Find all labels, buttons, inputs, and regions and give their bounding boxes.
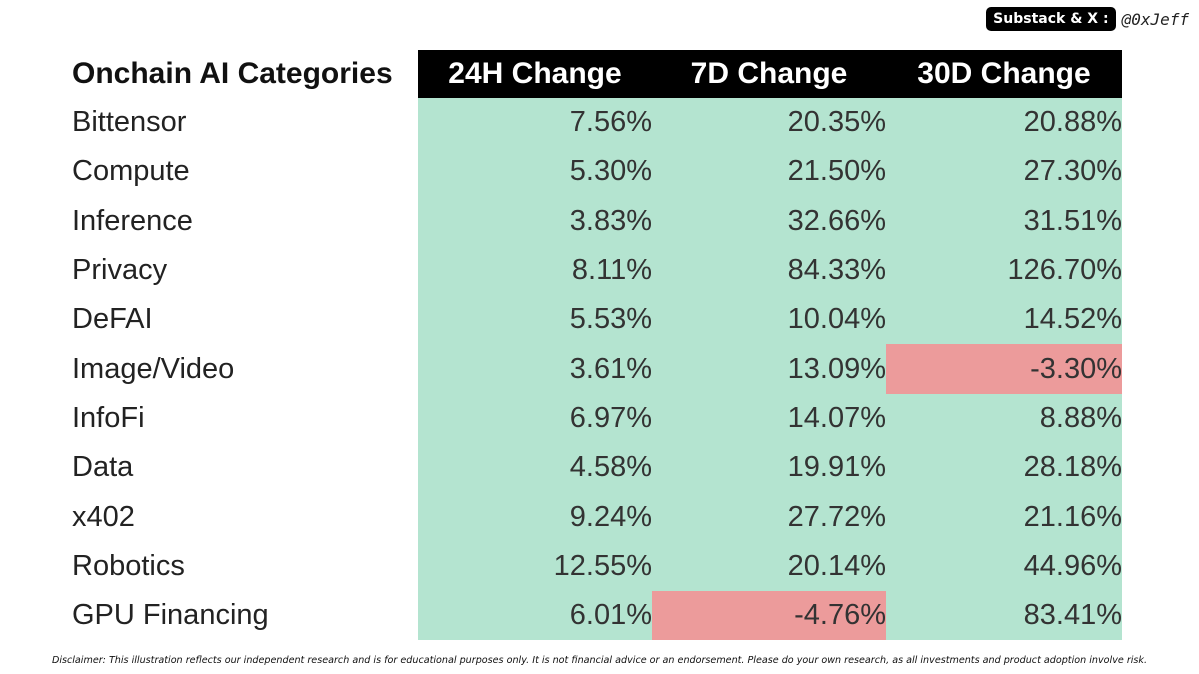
change-7d-value: 19.91%	[652, 443, 886, 493]
change-7d-value: 32.66%	[652, 196, 886, 246]
category-label: Bittensor	[72, 98, 418, 148]
category-label: Data	[72, 443, 418, 493]
table-row: Compute 5.30% 21.50% 27.30%	[72, 147, 1122, 197]
table-row: GPU Financing 6.01% -4.76% 83.41%	[72, 590, 1122, 641]
change-24h-value: 4.58%	[418, 443, 652, 493]
change-7d-value: 21.50%	[652, 147, 886, 197]
change-30d-value: 20.88%	[886, 98, 1122, 148]
change-30d-value: 83.41%	[886, 590, 1122, 641]
change-7d-value: 20.14%	[652, 541, 886, 591]
category-label: Robotics	[72, 541, 418, 591]
change-24h-value: 3.83%	[418, 196, 652, 246]
change-30d-value: 27.30%	[886, 147, 1122, 197]
table-row: x402 9.24% 27.72% 21.16%	[72, 492, 1122, 542]
branding: Substack & X : @0xJeff	[986, 6, 1189, 32]
table-row: Privacy 8.11% 84.33% 126.70%	[72, 245, 1122, 296]
change-7d-header: 7D Change	[652, 50, 886, 98]
category-label: Image/Video	[72, 344, 418, 394]
change-7d-value: 14.07%	[652, 393, 886, 444]
change-7d-value: 20.35%	[652, 98, 886, 148]
table-row: Image/Video 3.61% 13.09% -3.30%	[72, 344, 1122, 394]
change-30d-value: 8.88%	[886, 393, 1122, 444]
category-label: Inference	[72, 196, 418, 246]
change-24h-value: 5.30%	[418, 147, 652, 197]
category-label: DeFAI	[72, 295, 418, 345]
brand-handle: @0xJeff	[1121, 9, 1189, 29]
change-24h-value: 6.01%	[418, 590, 652, 641]
category-label: GPU Financing	[72, 590, 418, 641]
table-row: Data 4.58% 19.91% 28.18%	[72, 443, 1122, 493]
change-30d-value: 126.70%	[886, 245, 1122, 296]
change-24h-header: 24H Change	[418, 50, 652, 98]
category-label: InfoFi	[72, 393, 418, 444]
table-row: Bittensor 7.56% 20.35% 20.88%	[72, 98, 1122, 148]
ai-categories-table: Onchain AI Categories 24H Change 7D Chan…	[72, 50, 1122, 641]
change-30d-value: -3.30%	[886, 344, 1122, 394]
table-row: DeFAI 5.53% 10.04% 14.52%	[72, 295, 1122, 345]
change-24h-value: 6.97%	[418, 393, 652, 444]
change-24h-value: 7.56%	[418, 98, 652, 148]
change-24h-value: 5.53%	[418, 295, 652, 345]
table-row: Inference 3.83% 32.66% 31.51%	[72, 196, 1122, 246]
brand-pill: Substack & X :	[986, 7, 1116, 31]
change-7d-value: -4.76%	[652, 590, 886, 641]
change-24h-value: 8.11%	[418, 245, 652, 296]
category-label: Privacy	[72, 245, 418, 296]
change-30d-value: 21.16%	[886, 492, 1122, 542]
change-7d-value: 27.72%	[652, 492, 886, 542]
header-row: Onchain AI Categories 24H Change 7D Chan…	[72, 50, 1122, 98]
change-30d-value: 44.96%	[886, 541, 1122, 591]
table-row: InfoFi 6.97% 14.07% 8.88%	[72, 393, 1122, 444]
category-label: Compute	[72, 147, 418, 197]
category-label: x402	[72, 492, 418, 542]
change-30d-value: 14.52%	[886, 295, 1122, 345]
change-30d-value: 28.18%	[886, 443, 1122, 493]
change-7d-value: 10.04%	[652, 295, 886, 345]
category-column-header: Onchain AI Categories	[72, 50, 418, 98]
change-24h-value: 3.61%	[418, 344, 652, 394]
table-row: Robotics 12.55% 20.14% 44.96%	[72, 541, 1122, 591]
table-body: Bittensor 7.56% 20.35% 20.88% Compute 5.30% 21…	[72, 98, 1122, 641]
change-7d-value: 84.33%	[652, 245, 886, 296]
change-30d-value: 31.51%	[886, 196, 1122, 246]
change-24h-value: 12.55%	[418, 541, 652, 591]
disclaimer: Disclaimer: This illustration reflects o…	[51, 655, 1148, 666]
change-7d-value: 13.09%	[652, 344, 886, 394]
change-24h-value: 9.24%	[418, 492, 652, 542]
change-30d-header: 30D Change	[886, 50, 1122, 98]
